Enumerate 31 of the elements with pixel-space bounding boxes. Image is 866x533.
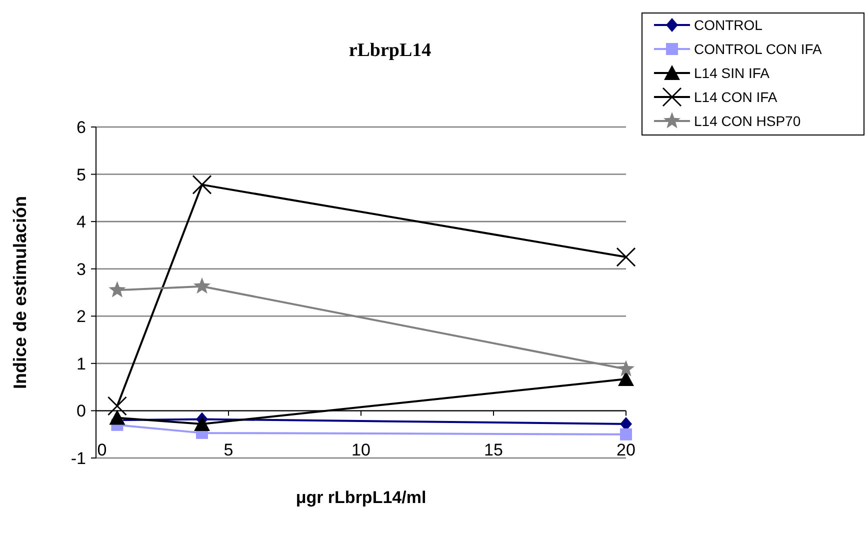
y-tick-label: 6 [76,118,86,137]
y-tick-label: 3 [76,260,86,279]
y-tick-label: 2 [76,307,86,326]
legend-label: L14 CON IFA [694,89,778,105]
point [616,247,636,267]
point [194,416,210,431]
point [108,281,126,298]
legend-label: L14 CON HSP70 [694,113,801,129]
x-axis-title: μgr rLbrpL14/ml [296,488,426,507]
x-tick-label: 5 [224,440,234,460]
chart-title: rLbrpL14 [348,40,432,61]
y-tick-label: 4 [76,212,86,232]
point [107,396,127,416]
point [192,174,212,194]
point [620,428,632,440]
point [193,277,211,294]
y-axis-title: Indice de estimulación [10,196,30,390]
legend-label: CONTROL [694,17,763,33]
y-tick-label: 1 [76,354,86,374]
x-tick-label: 10 [352,440,370,460]
y-tick-label: -1 [70,449,86,468]
point [618,371,634,386]
x-tick-label: 20 [616,440,636,460]
point [109,410,126,425]
point [617,360,635,376]
y-tick-label: 0 [76,402,86,421]
x-tick-label: 0 [97,440,107,460]
y-tick-label: 5 [76,165,86,184]
legend-label: CONTROL CON IFA [694,41,822,57]
x-tick-label: 15 [484,440,503,460]
legend-label: L14 SIN IFA [694,65,770,81]
